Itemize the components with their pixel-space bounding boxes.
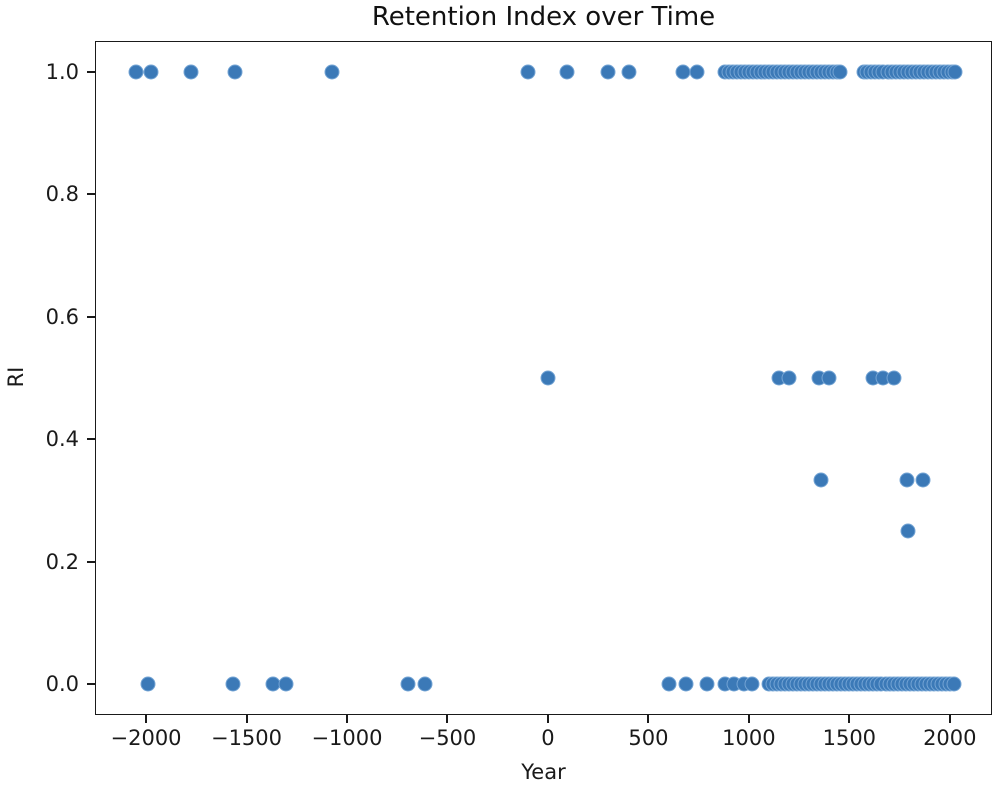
data-point <box>946 676 962 692</box>
x-tick-label: 1000 <box>722 726 776 750</box>
data-point <box>600 64 616 80</box>
data-point <box>886 370 902 386</box>
data-point <box>900 523 916 539</box>
data-point <box>781 370 797 386</box>
data-point <box>128 64 144 80</box>
x-tick <box>446 715 449 723</box>
x-tick-label: 500 <box>628 726 669 750</box>
data-point <box>947 64 963 80</box>
x-tick <box>747 715 750 723</box>
data-point <box>324 64 340 80</box>
data-point <box>813 472 829 488</box>
x-tick <box>546 715 549 723</box>
data-point <box>661 676 677 692</box>
y-tick <box>87 193 95 196</box>
data-point <box>140 676 156 692</box>
x-axis-label: Year <box>521 760 566 784</box>
x-tick <box>245 715 248 723</box>
data-point <box>832 64 848 80</box>
y-tick <box>87 560 95 563</box>
data-point <box>225 676 241 692</box>
y-tick-label: 0.2 <box>45 549 79 574</box>
y-tick <box>87 438 95 441</box>
data-point <box>227 64 243 80</box>
data-point <box>821 370 837 386</box>
x-tick-label: 1500 <box>822 726 877 750</box>
x-tick <box>848 715 851 723</box>
data-point <box>183 64 199 80</box>
data-point <box>540 370 556 386</box>
y-tick-label: 1.0 <box>45 59 79 84</box>
x-tick-label: −1000 <box>311 726 383 750</box>
data-point <box>899 472 915 488</box>
y-tick-label: 0.4 <box>45 427 79 452</box>
data-point <box>699 676 715 692</box>
data-point <box>678 676 694 692</box>
x-tick <box>145 715 148 723</box>
data-point <box>400 676 416 692</box>
chart-title: Retention Index over Time <box>371 2 716 32</box>
data-point <box>915 472 931 488</box>
x-tick-label: 2000 <box>923 726 977 750</box>
y-tick <box>87 683 95 686</box>
data-point <box>559 64 575 80</box>
y-tick-label: 0.8 <box>45 182 79 207</box>
data-point <box>689 64 705 80</box>
x-tick-label: −2000 <box>110 726 182 750</box>
y-tick-label: 0.6 <box>45 304 79 329</box>
y-axis-label: RI <box>4 366 28 388</box>
y-tick <box>87 70 95 73</box>
x-tick-label: −1500 <box>210 726 283 750</box>
data-point <box>744 676 760 692</box>
y-tick <box>87 315 95 318</box>
data-point <box>278 676 294 692</box>
x-tick <box>948 715 951 723</box>
data-point <box>143 64 159 80</box>
x-tick <box>647 715 650 723</box>
y-tick-label: 0.0 <box>45 672 79 697</box>
data-point <box>675 64 691 80</box>
x-tick <box>345 715 348 723</box>
data-point <box>417 676 433 692</box>
data-point <box>621 64 637 80</box>
x-tick-label: −500 <box>418 726 477 750</box>
x-tick-label: 0 <box>541 726 555 750</box>
data-point <box>520 64 536 80</box>
